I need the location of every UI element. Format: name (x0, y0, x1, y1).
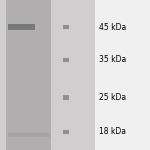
FancyBboxPatch shape (60, 0, 75, 150)
FancyBboxPatch shape (63, 130, 69, 134)
FancyBboxPatch shape (0, 0, 94, 150)
Text: 25 kDa: 25 kDa (99, 93, 126, 102)
FancyBboxPatch shape (8, 24, 34, 30)
Text: 18 kDa: 18 kDa (99, 128, 126, 136)
FancyBboxPatch shape (63, 25, 69, 29)
FancyBboxPatch shape (94, 0, 150, 150)
Text: 35 kDa: 35 kDa (99, 56, 126, 64)
FancyBboxPatch shape (6, 0, 51, 150)
FancyBboxPatch shape (8, 133, 50, 136)
Text: 45 kDa: 45 kDa (99, 22, 126, 32)
FancyBboxPatch shape (63, 58, 69, 62)
FancyBboxPatch shape (63, 95, 69, 100)
